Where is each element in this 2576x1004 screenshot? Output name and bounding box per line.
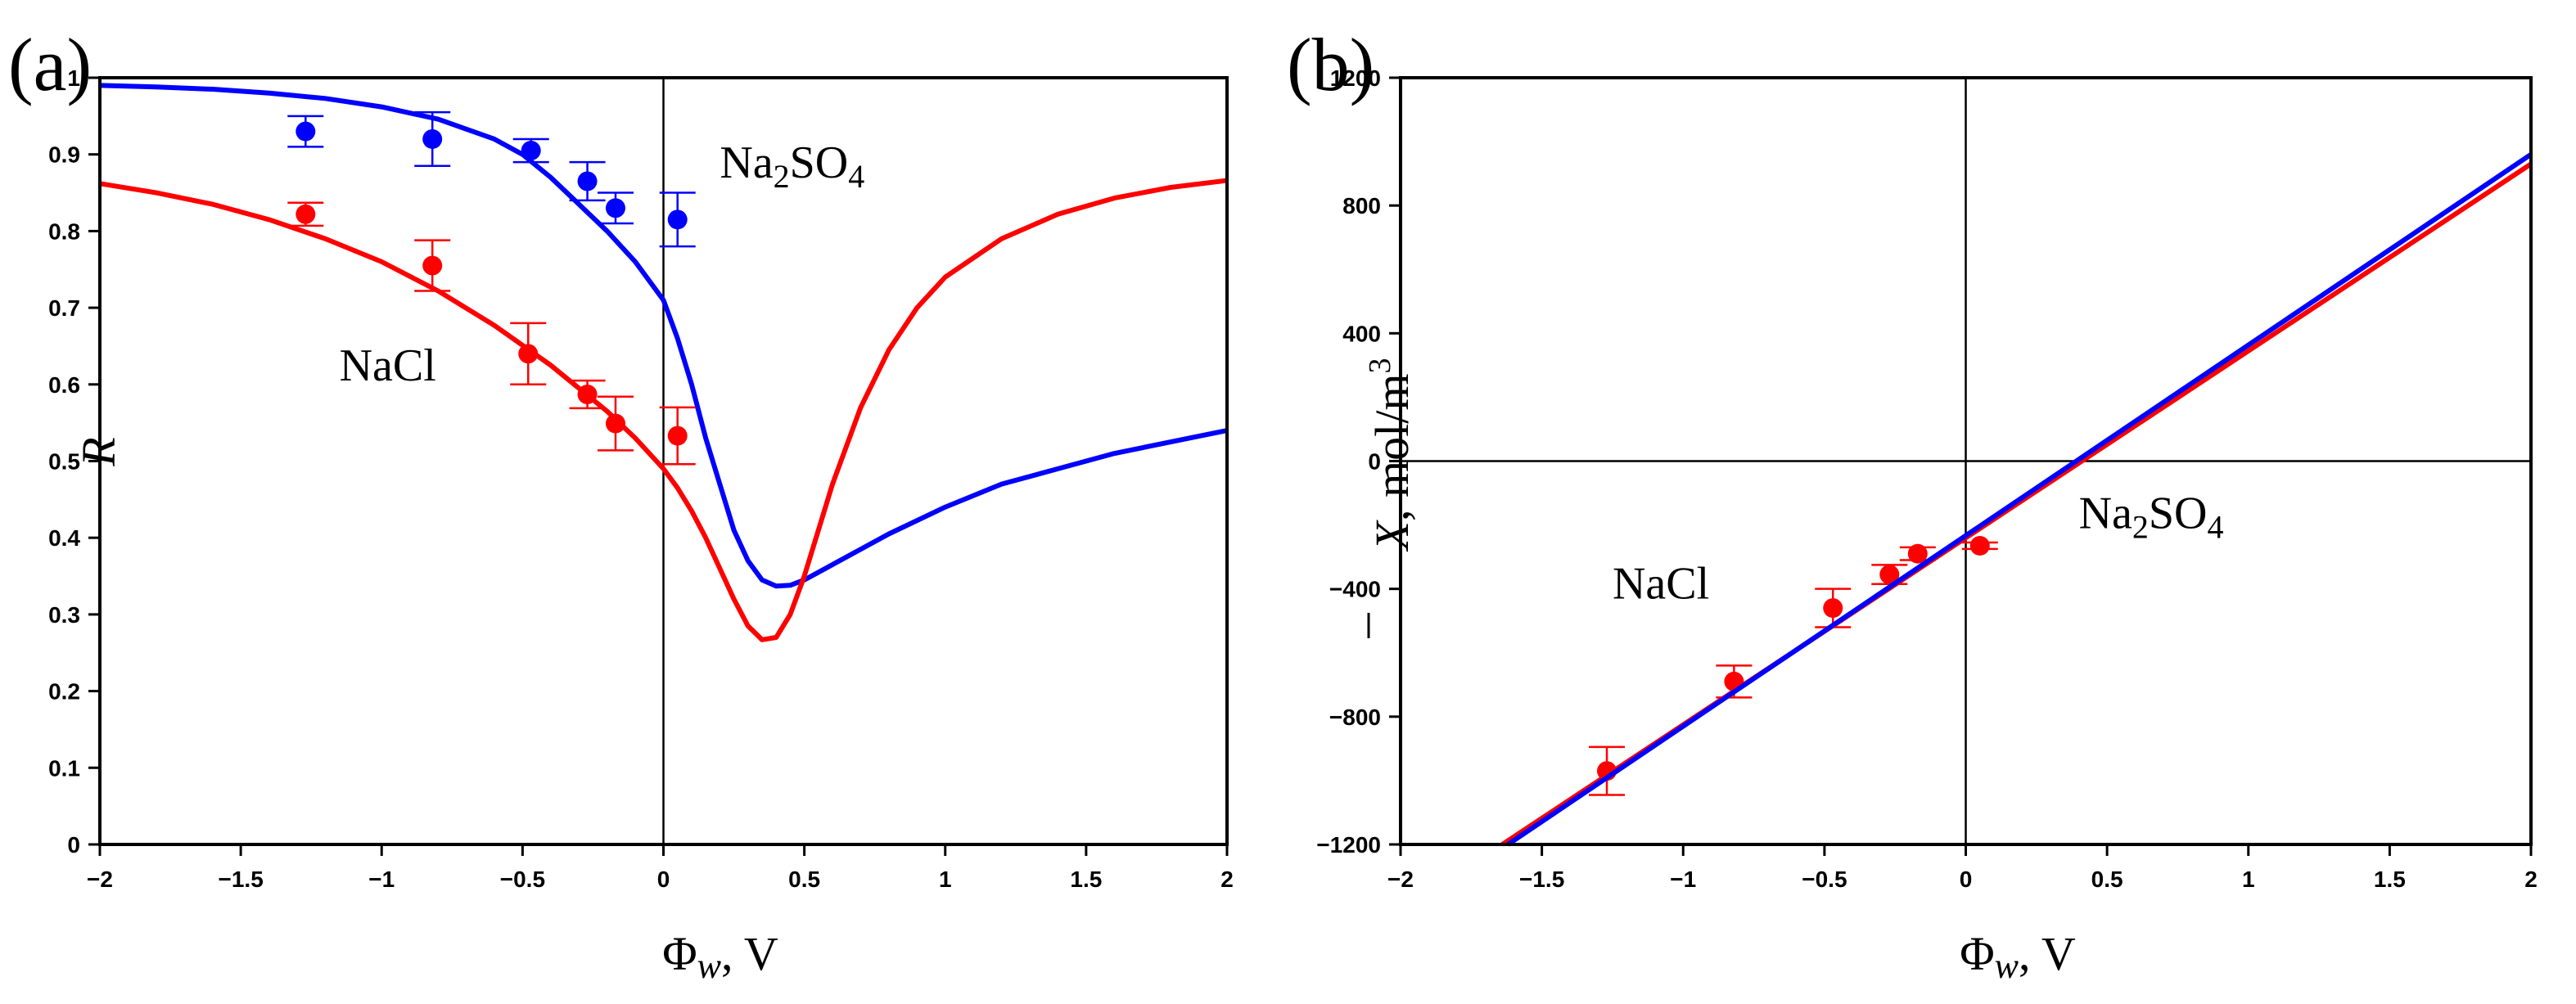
panel-a-xtick-label: 1.5 <box>1070 867 1102 892</box>
panel-b-xtick-label: 1 <box>2242 867 2255 892</box>
panel-a-na2so4-curve <box>99 83 1228 589</box>
panel-a-xtick-label: −1 <box>368 867 395 892</box>
panel-b-ylabel: X, mol/m3 <box>1363 358 1419 638</box>
panel-a-ytick-label: 0.2 <box>48 679 80 705</box>
panel-b-xtick-label: −2 <box>1387 867 1414 892</box>
panel-a-ylabel: R <box>72 437 125 466</box>
panel-a-na2so4-point <box>521 141 541 161</box>
panel-a-xtick-label: 1 <box>939 867 952 892</box>
panel-b-zero-lines <box>1401 78 2531 844</box>
panel-b-nacl-point <box>1823 598 1843 619</box>
panel-a-xtick-label: 0.5 <box>788 867 820 892</box>
panel-a-na2so4-point <box>605 198 625 218</box>
panel-b-frame <box>1399 76 2533 846</box>
panel-b-label-na2so4: Na2SO4 <box>2079 488 2224 545</box>
panel-a-nacl-point <box>667 425 688 446</box>
panel-a-xtick-label: −0.5 <box>500 867 545 892</box>
panel-a-ytick-label: 0.3 <box>48 602 80 628</box>
panel-a-xtick-label: 2 <box>1220 867 1234 892</box>
panel-a-na2so4-point <box>422 128 443 149</box>
panel-b-nacl-point <box>1907 543 1928 564</box>
panel-a-label-na2so4: Na2SO4 <box>720 137 864 195</box>
panel-b-ytick-label: −800 <box>1329 705 1381 730</box>
panel-a-xtick-label: −2 <box>87 867 113 892</box>
panel-a-nacl-point <box>518 344 539 364</box>
panel-b-ticks: −2 −1.5 −1 −0.5 0 0.5 1 1.5 2 −1200 −800 −400 0 400 80… <box>1316 65 2537 892</box>
panel-b-xlabel: Φw, V <box>1960 927 2076 986</box>
panel-a-nacl-curve <box>99 178 1228 642</box>
panel-b-nacl-point <box>1879 565 1900 585</box>
panel-a-label-nacl: NaCl <box>340 340 436 391</box>
panel-a-nacl-point <box>577 384 598 404</box>
panel-a-ytick-label: 1 <box>67 65 80 91</box>
panel-a-ytick-label: 0.6 <box>48 372 80 398</box>
panel-b-xtick-label: 0.5 <box>2091 867 2123 892</box>
panel-b-ytick-label: −1200 <box>1316 832 1381 858</box>
panel-a-nacl-point <box>605 413 625 434</box>
panel-a-annotations: Na2SO4 NaCl <box>340 137 865 391</box>
panel-a: (a) −2 −1.5 −1 −0.5 0 0.5 1 1.5 2 0 0.1 0.2 0.3 0.4 0.… <box>8 23 1234 986</box>
panel-b-label: (b) <box>1287 23 1374 106</box>
panel-b-xtick-label: 2 <box>2524 867 2538 892</box>
panel-b-xtick-label: 0 <box>1960 867 1973 892</box>
panel-b-ytick-label: 1200 <box>1330 65 1381 91</box>
panel-b-series <box>1500 152 2533 847</box>
panel-a-ytick-label: 0.1 <box>48 755 80 781</box>
panel-a-label: (a) <box>8 23 92 106</box>
panel-a-xtick-label: −1.5 <box>218 867 263 892</box>
panel-a-nacl-point <box>422 255 443 276</box>
svg-text:X, mol/m3: X, mol/m3 <box>1363 358 1419 552</box>
panel-b-xtick-label: −0.5 <box>1802 867 1847 892</box>
panel-b: (b) −2 −1.5 −1 −0.5 0 0.5 1 1.5 2 −1200 −800 −400 0 4… <box>1287 23 2538 986</box>
panel-b-annotations: Na2SO4 NaCl <box>1613 488 2224 609</box>
panel-a-na2so4-point <box>295 121 316 142</box>
panel-b-na2so4-curve <box>1506 152 2533 847</box>
panel-b-xtick-label: −1.5 <box>1519 867 1564 892</box>
panel-b-ytick-label: 800 <box>1342 193 1381 218</box>
panel-b-ylabel-symbol: X <box>1365 519 1419 552</box>
panel-a-ytick-label: 0 <box>67 832 80 858</box>
panel-b-ytick-label: 400 <box>1342 321 1381 346</box>
panel-b-xtick-label: 1.5 <box>2374 867 2406 892</box>
panel-a-xtick-label: 0 <box>657 867 670 892</box>
panel-b-ytick-label: −400 <box>1329 577 1381 602</box>
panel-a-na2so4-point <box>577 171 598 191</box>
panel-a-ytick-label: 0.8 <box>48 218 80 244</box>
panel-a-ytick-label: 0.9 <box>48 142 80 168</box>
panel-a-na2so4-point <box>667 209 688 230</box>
panel-a-ytick-label: 0.4 <box>48 525 80 551</box>
panel-b-nacl-point <box>1969 535 1990 556</box>
panel-a-ticks: −2 −1.5 −1 −0.5 0 0.5 1 1.5 2 0 0.1 0.2 0.3 0.4 0.5 0.6… <box>48 65 1234 892</box>
panel-b-ytick-label: 0 <box>1368 449 1381 475</box>
panel-a-xlabel: Φw, V <box>662 927 778 986</box>
panel-a-nacl-point <box>295 204 316 224</box>
panel-a-series <box>99 83 1228 642</box>
panel-b-label-nacl: NaCl <box>1613 558 1709 609</box>
panel-a-frame <box>98 76 1229 846</box>
panel-a-ytick-label: 0.5 <box>48 449 80 475</box>
panel-a-ytick-label: 0.7 <box>48 295 80 321</box>
panel-b-xtick-label: −1 <box>1670 867 1696 892</box>
